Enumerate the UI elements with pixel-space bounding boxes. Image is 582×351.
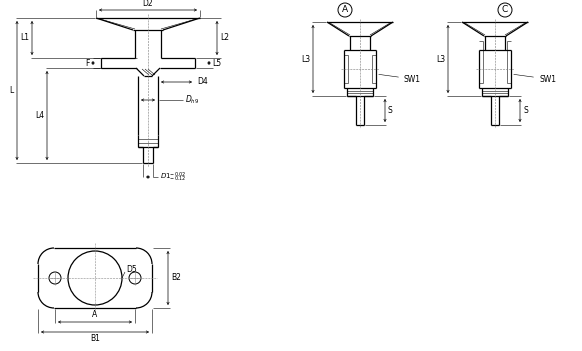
Text: B2: B2	[171, 273, 181, 283]
Text: F: F	[86, 59, 90, 67]
Text: SW1: SW1	[379, 74, 421, 84]
Text: S: S	[523, 106, 528, 115]
Text: L1: L1	[20, 33, 29, 42]
Text: L3: L3	[301, 54, 310, 64]
Text: L4: L4	[35, 111, 44, 120]
Text: $D_{h9}$: $D_{h9}$	[185, 94, 199, 106]
Text: D5: D5	[126, 265, 137, 274]
Text: $D1^{-0.02}_{-0.12}$: $D1^{-0.02}_{-0.12}$	[160, 170, 186, 184]
Text: B1: B1	[90, 334, 100, 343]
Text: L: L	[9, 86, 13, 95]
Text: S: S	[388, 106, 393, 115]
Text: A: A	[93, 310, 98, 319]
Text: L3: L3	[436, 54, 445, 64]
Text: L5: L5	[212, 59, 221, 67]
Text: C: C	[502, 6, 508, 14]
Text: A: A	[342, 6, 348, 14]
Text: L2: L2	[220, 33, 229, 42]
Text: D2: D2	[143, 0, 153, 8]
Text: D4: D4	[197, 78, 208, 86]
Text: SW1: SW1	[514, 74, 556, 84]
